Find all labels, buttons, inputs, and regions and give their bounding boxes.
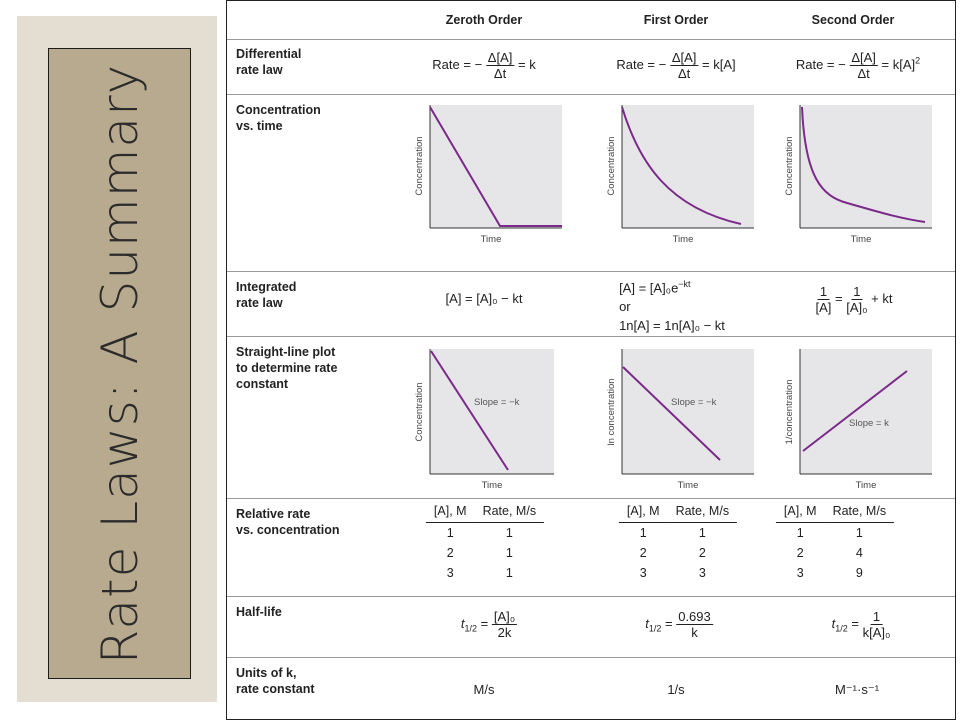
y-axis-label: Concentration xyxy=(414,136,425,195)
slope-label: Slope = −k xyxy=(474,397,520,408)
zeroth-differential: Rate = − Δ[A] Δt = k xyxy=(432,50,536,81)
first-integrated: [A] = [A]₀e−kt or 1n[A] = 1n[A]₀ − kt xyxy=(619,279,725,334)
integrated-row: Integrated rate law [A] = [A]₀ − kt [A] … xyxy=(227,272,955,337)
slope-label: Slope = k xyxy=(849,418,889,429)
header-zeroth: Zeroth Order xyxy=(445,13,523,27)
zeroth-units: M/s xyxy=(473,682,495,697)
x-axis-label: Time xyxy=(673,234,694,245)
y-axis-label: Concentration xyxy=(414,382,425,441)
row-label: Straight-line plot to determine rate con… xyxy=(236,345,338,391)
first-line-plot: Slope = −k ln concentration Time xyxy=(606,349,754,491)
x-axis-label: Time xyxy=(678,480,699,491)
second-conc-plot: Concentration Time xyxy=(784,105,932,245)
rate-laws-table: Zeroth Order First Order Second Order Di… xyxy=(226,0,956,720)
x-axis-label: Time xyxy=(481,234,502,245)
header-second: Second Order xyxy=(811,13,895,27)
second-units: M⁻¹·s⁻¹ xyxy=(834,682,880,697)
row-label: Half-life xyxy=(236,605,282,619)
straight-line-row: Straight-line plot to determine rate con… xyxy=(227,337,955,499)
zeroth-integrated: [A] = [A]₀ − kt xyxy=(445,291,523,306)
row-label: Concentration vs. time xyxy=(236,103,321,133)
row-label: Differential rate law xyxy=(236,47,302,77)
zeroth-line-plot: Slope = −k Concentration Time xyxy=(414,349,554,491)
concentration-row: Concentration vs. time Concentration Tim… xyxy=(227,95,955,272)
second-half-life: t1/2 = 1 k[A]₀ xyxy=(831,609,891,640)
x-axis-label: Time xyxy=(851,234,872,245)
units-row: Units of k, rate constant M/s 1/s M⁻¹·s⁻… xyxy=(227,658,955,720)
zeroth-conc-plot: Concentration Time xyxy=(414,105,562,245)
y-axis-label: Concentration xyxy=(784,136,795,195)
y-axis-label: ln concentration xyxy=(606,378,617,445)
half-life-row: Half-life t1/2 = [A]₀ 2k t1/2 = 0.693 k t1… xyxy=(227,597,955,658)
x-axis-label: Time xyxy=(482,480,503,491)
y-axis-label: 1/concentration xyxy=(784,380,795,445)
relative-rate-row: Relative rate vs. concentration [A], M Ra… xyxy=(227,499,955,597)
second-differential: Rate = − Δ[A] Δt = k[A]2 xyxy=(795,50,921,81)
title-box: Rate Laws: A Summary xyxy=(48,48,191,679)
first-conc-plot: Concentration Time xyxy=(606,105,754,245)
row-label: Relative rate vs. concentration xyxy=(236,507,340,537)
second-line-plot: Slope = k 1/concentration Time xyxy=(784,349,932,491)
header-row: Zeroth Order First Order Second Order xyxy=(227,0,955,40)
first-units: 1/s xyxy=(667,682,685,697)
x-axis-label: Time xyxy=(856,480,877,491)
slide-title: Rate Laws: A Summary xyxy=(90,63,149,664)
zeroth-half-life: t1/2 = [A]₀ 2k xyxy=(460,609,518,640)
slope-label: Slope = −k xyxy=(671,397,717,408)
first-half-life: t1/2 = 0.693 k xyxy=(645,609,713,640)
first-differential: Rate = − Δ[A] Δt = k[A] xyxy=(616,50,736,81)
second-integrated: 1 [A] = 1 [A]₀ + kt xyxy=(815,284,893,315)
row-label: Units of k, rate constant xyxy=(236,666,315,696)
header-first: First Order xyxy=(643,13,709,27)
differential-row: Differential rate law Rate = − Δ[A] Δt = … xyxy=(227,39,955,95)
row-label: Integrated rate law xyxy=(236,280,297,310)
y-axis-label: Concentration xyxy=(606,136,617,195)
